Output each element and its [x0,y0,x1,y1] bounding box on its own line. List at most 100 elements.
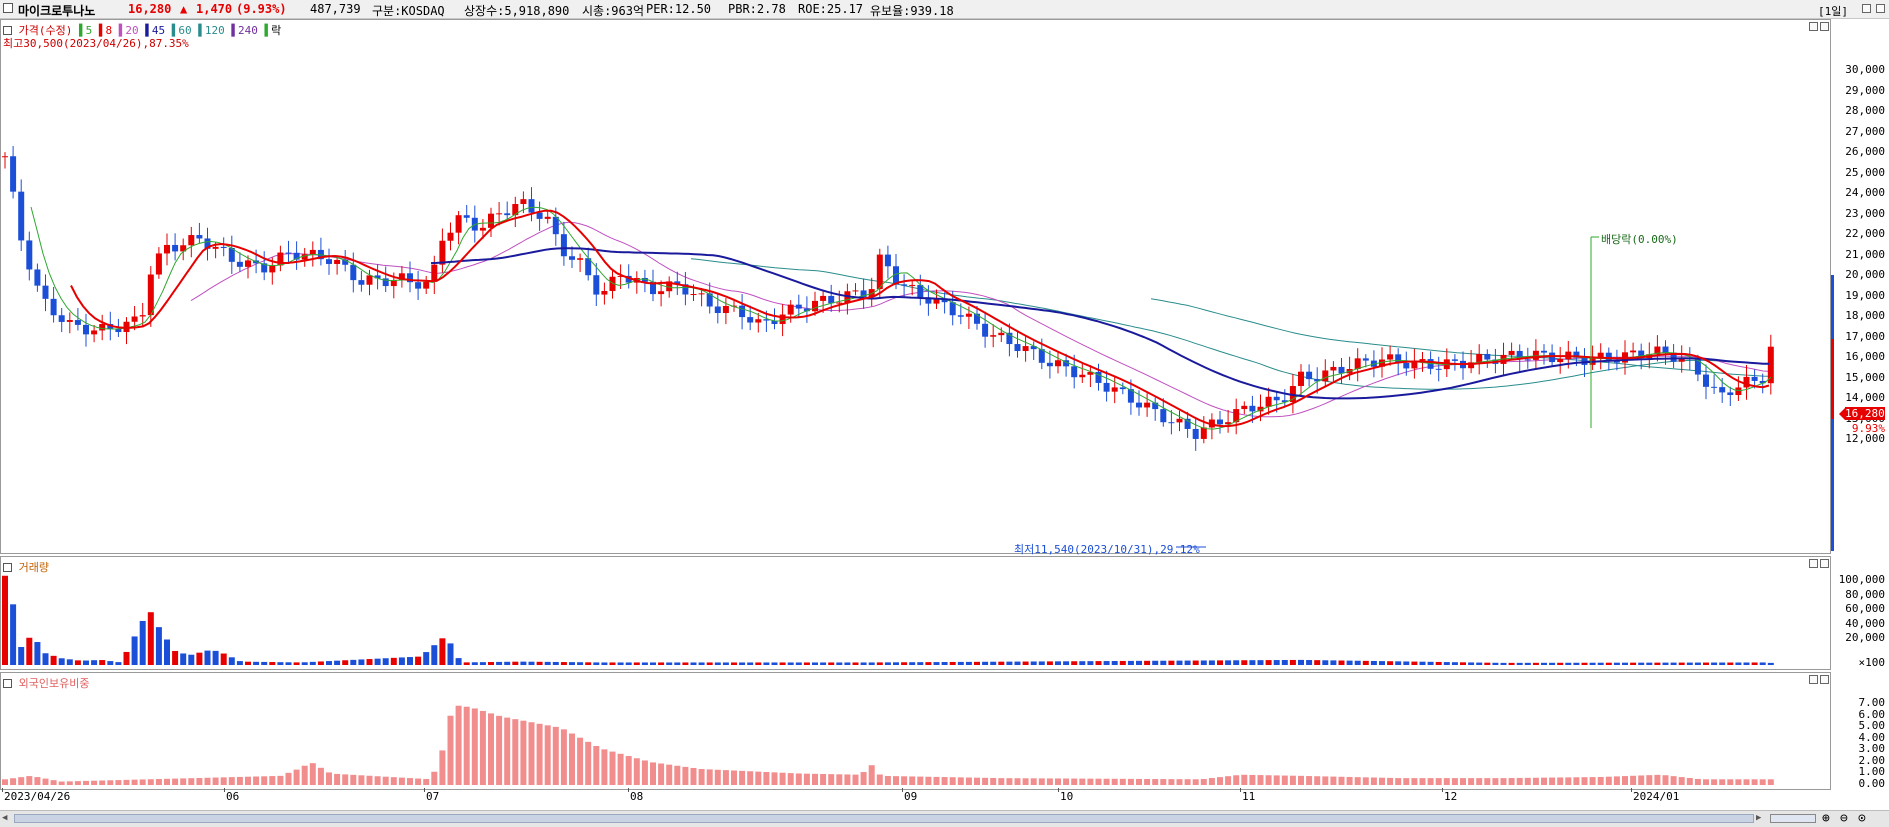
foreign-bar [423,779,430,785]
volume-bar [779,662,786,665]
checkbox-icon[interactable] [3,3,13,13]
zoom-reset-icon[interactable]: ⊙ [1858,811,1866,826]
volume-bar [803,662,810,665]
volume-bar [1589,662,1596,665]
volume-bar [544,661,551,665]
foreign-bar [1735,779,1742,785]
zoom-slider[interactable] [1770,814,1816,823]
candle-body [1281,400,1288,403]
date-tick: 2024/01 [1633,790,1680,803]
foreign-bar [755,771,762,785]
price-tick: 26,000 [1845,145,1885,158]
volume-bar [1281,659,1288,665]
date-tick: 2023/04/26 [4,790,71,803]
volume-bar [1257,660,1264,665]
candle-body [326,259,332,264]
volume-bar [366,659,373,665]
foreign-bar [990,777,997,785]
foreign-ownership-panel[interactable]: 외국인보유비중 [0,672,1831,790]
volume-maximize-icon[interactable] [1820,559,1829,568]
date-tick: 11 [1242,790,1256,803]
foreign-bar [1516,777,1523,785]
candle-body [1703,374,1709,387]
foreign-maximize-icon[interactable] [1820,675,1829,684]
volume-bar [528,661,535,665]
minimize-icon[interactable] [1862,4,1871,13]
foreign-bar [593,746,600,785]
volume-chart[interactable] [1,557,1830,669]
stock-name[interactable]: 마이크로투나노 [18,4,96,18]
foreign-bar [1168,779,1175,785]
candle-body [172,244,179,252]
candle-body [1022,346,1029,352]
candle-body [431,264,438,282]
volume-tick: 80,000 [1845,587,1885,601]
foreign-bar [836,774,843,785]
foreign-bar [212,777,219,785]
volume-bar [1314,660,1321,665]
price-chart-panel[interactable]: 가격(수정) ▌5 ▌8 ▌20 ▌45 ▌60 ▌120 ▌240 ▌락 최고… [0,19,1831,556]
foreign-bar [1500,778,1507,785]
foreign-bar [1136,778,1142,785]
candle-body [1435,368,1442,370]
foreign-bar [309,763,316,785]
candle-body [488,213,494,228]
foreign-bar [706,769,713,785]
candle-body [1451,359,1458,361]
foreign-bar [350,774,357,785]
foreign-bar [1322,776,1329,785]
foreign-minimize-icon[interactable] [1809,675,1818,684]
candle-body [1136,402,1142,408]
chart-scrollbar[interactable]: ◀ ▶ ⊕ ⊖ ⊙ [0,810,1889,827]
panel-minimize-icon[interactable] [1809,22,1818,31]
scroll-thumb[interactable] [14,814,1754,823]
candle-body [731,305,737,307]
foreign-bar [42,778,49,785]
volume-bar [860,662,867,665]
foreign-bar [925,776,932,785]
candle-body [1176,418,1183,423]
price-tick: 27,000 [1845,124,1885,138]
candle-body [236,261,243,267]
candle-body [666,281,673,292]
maximize-icon[interactable] [1876,4,1885,13]
scroll-left-icon[interactable]: ◀ [2,813,8,823]
foreign-tick: 0.00 [1858,776,1886,790]
price-tick: 19,000 [1845,288,1885,302]
foreign-bar [1184,779,1191,785]
candle-body [828,295,835,304]
price-chart[interactable] [1,20,1830,553]
price-tick: 23,000 [1845,206,1885,220]
volume-bar [1500,662,1507,665]
volume-bar [625,662,632,665]
volume-bar [471,662,478,665]
foreign-bar [261,776,268,785]
candle-body [795,304,802,309]
candle-body [277,252,284,266]
zoom-out-icon[interactable]: ⊖ [1840,811,1848,826]
candle-body [714,306,721,314]
listed-shares: 상장수:5,918,890 [464,4,570,18]
volume-bar [1719,662,1726,665]
panel-maximize-icon[interactable] [1820,22,1829,31]
candle-body [26,240,33,270]
volume-bar [1127,660,1134,665]
period-selector[interactable]: [1일] [1818,5,1848,18]
scroll-right-icon[interactable]: ▶ [1756,813,1762,823]
volume-chart-panel[interactable]: 거래량 [0,556,1831,670]
candle-body [884,254,891,267]
zoom-in-icon[interactable]: ⊕ [1822,811,1830,826]
candle-body [512,204,519,216]
volume-minimize-icon[interactable] [1809,559,1818,568]
foreign-ownership-chart[interactable] [1,673,1830,789]
candle-body [91,330,98,335]
candle-body [42,285,49,299]
volume-bar [1298,659,1304,665]
foreign-bar [34,777,41,785]
volume-bar [1654,662,1661,665]
foreign-bar [771,772,778,785]
foreign-y-axis: 7.00 6.00 5.00 4.00 3.00 2.00 1.00 0.00 [1831,672,1889,790]
candle-body [1006,332,1013,345]
candle-body [1298,371,1304,387]
volume-bar [1055,661,1061,665]
